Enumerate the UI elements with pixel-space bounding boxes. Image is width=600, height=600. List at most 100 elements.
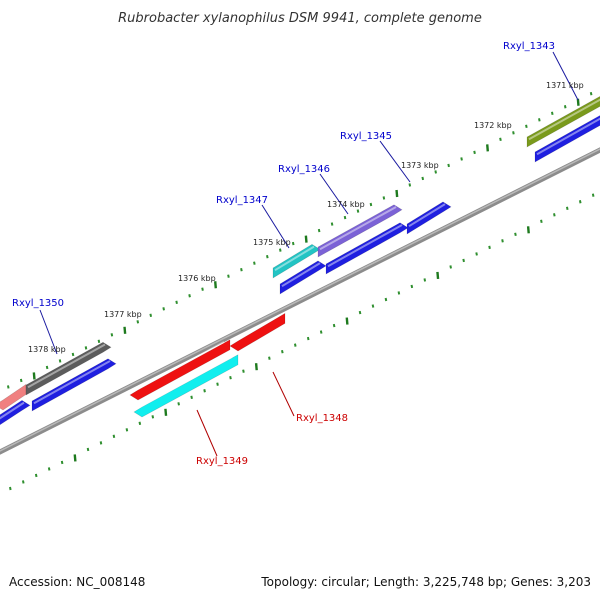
inner-minor-tick: [514, 232, 517, 237]
outer-minor-tick: [136, 320, 140, 324]
forward-cds-arrow[interactable]: [0, 400, 31, 428]
inner-minor-tick: [371, 304, 375, 308]
gene-label-rxyl-1348[interactable]: Rxyl_1348: [296, 413, 348, 424]
outer-tick-track: [6, 92, 593, 389]
inner-major-tick: [73, 454, 77, 462]
forward-cds-arrow[interactable]: [325, 222, 409, 275]
gene-arrow-rxyl-1347[interactable]: [272, 244, 321, 279]
forward-cds-arrow[interactable]: [406, 201, 452, 235]
inner-minor-tick: [281, 349, 284, 354]
leader-line: [379, 140, 411, 183]
outer-minor-tick: [227, 274, 230, 278]
gene-label-rxyl-1347[interactable]: Rxyl_1347: [216, 195, 268, 206]
outer-major-tick: [304, 235, 308, 243]
gene-arrow-rxyl-1348-b[interactable]: [229, 312, 286, 352]
inner-minor-tick: [99, 441, 103, 445]
outer-major-tick: [123, 326, 127, 334]
position-tick-label: 1372 kbp: [474, 121, 512, 130]
outer-minor-tick: [253, 261, 256, 265]
inner-minor-tick: [540, 219, 543, 224]
gene-arrow-rxyl-1346[interactable]: [317, 204, 403, 258]
gene-label-rxyl-1350[interactable]: Rxyl_1350: [12, 298, 64, 309]
forward-cds-arrow[interactable]: [31, 358, 117, 412]
inner-minor-tick: [203, 389, 206, 393]
outer-minor-tick: [499, 137, 502, 142]
leader-line: [39, 309, 58, 355]
gene-arrow-rxyl-1343[interactable]: [526, 95, 600, 148]
gene-arrow-rxyl-1348-a[interactable]: [129, 339, 231, 401]
outer-minor-tick: [343, 215, 347, 220]
label-leaders: [39, 51, 579, 457]
outer-minor-tick: [201, 287, 204, 291]
gene-arrow-rxyl-1350[interactable]: [25, 341, 112, 396]
outer-minor-tick: [382, 196, 386, 200]
leader-line: [272, 371, 295, 417]
outer-minor-tick: [240, 267, 243, 272]
inner-minor-tick: [21, 480, 25, 484]
outer-minor-tick: [149, 313, 153, 317]
inner-major-tick: [164, 408, 168, 416]
inner-minor-tick: [565, 206, 569, 210]
position-tick-label: 1371 kbp: [546, 81, 584, 90]
inner-minor-tick: [125, 428, 129, 432]
genome-backbone: [0, 147, 600, 455]
pink-gene-arrow[interactable]: [0, 383, 27, 411]
inner-minor-tick: [475, 252, 478, 256]
outer-minor-tick: [421, 176, 425, 181]
inner-minor-tick: [47, 467, 51, 471]
feature-track: [0, 95, 600, 428]
gene-label-rxyl-1343[interactable]: Rxyl_1343: [503, 41, 555, 52]
outer-minor-tick: [6, 385, 10, 389]
inner-minor-tick: [190, 395, 193, 399]
map-title: Rubrobacter xylanophilus DSM 9941, compl…: [118, 11, 482, 26]
inner-major-tick: [526, 226, 530, 234]
outer-minor-tick: [175, 300, 178, 304]
gene-arrow-rxyl-1349[interactable]: [133, 354, 239, 418]
inner-minor-tick: [384, 297, 388, 302]
position-tick-label: 1374 kbp: [327, 200, 365, 209]
inner-minor-tick: [462, 258, 465, 263]
outer-minor-tick: [71, 352, 75, 357]
outer-minor-tick: [563, 105, 567, 109]
outer-major-tick: [395, 189, 399, 198]
inner-major-tick: [345, 317, 349, 325]
leader-line: [196, 409, 218, 457]
outer-minor-tick: [110, 333, 114, 337]
inner-minor-tick: [306, 336, 310, 341]
forward-cds-arrow[interactable]: [279, 260, 327, 295]
outer-minor-tick: [58, 359, 62, 363]
inner-minor-tick: [34, 473, 38, 478]
outer-minor-tick: [460, 157, 463, 161]
inner-minor-tick: [112, 434, 116, 439]
outer-minor-tick: [291, 241, 295, 246]
inner-minor-tick: [449, 265, 452, 269]
inner-minor-tick: [268, 356, 271, 360]
outer-minor-tick: [266, 254, 269, 259]
gene-label-rxyl-1346[interactable]: Rxyl_1346: [278, 164, 330, 175]
outer-minor-tick: [434, 170, 437, 174]
position-tick-label: 1373 kbp: [401, 161, 439, 170]
gene-label-rxyl-1349[interactable]: Rxyl_1349: [196, 456, 248, 467]
outer-minor-tick: [97, 339, 101, 344]
position-tick-label: 1376 kbp: [178, 274, 216, 283]
inner-minor-tick: [293, 343, 297, 347]
outer-minor-tick: [589, 92, 593, 96]
inner-minor-tick: [332, 323, 336, 328]
inner-minor-tick: [177, 402, 180, 406]
inner-minor-tick: [578, 200, 582, 204]
inner-minor-tick: [358, 310, 362, 315]
leader-line: [261, 204, 290, 249]
inner-tick-track: [9, 193, 595, 491]
tick-label-layer: 1371 kbp 1372 kbp 1373 kbp 1374 kbp 1375 kbp…: [28, 81, 584, 354]
inner-minor-tick: [423, 278, 427, 282]
inner-minor-tick: [591, 193, 595, 197]
outer-major-tick: [214, 281, 217, 289]
leader-line: [552, 51, 579, 101]
inner-minor-tick: [60, 460, 64, 465]
forward-cds-arrow[interactable]: [534, 114, 600, 163]
topology-text: Topology: circular; Length: 3,225,748 bp…: [260, 575, 591, 589]
outer-minor-tick: [45, 365, 49, 370]
inner-minor-tick: [553, 213, 556, 217]
outer-minor-tick: [369, 202, 373, 207]
gene-label-rxyl-1345[interactable]: Rxyl_1345: [340, 131, 392, 142]
